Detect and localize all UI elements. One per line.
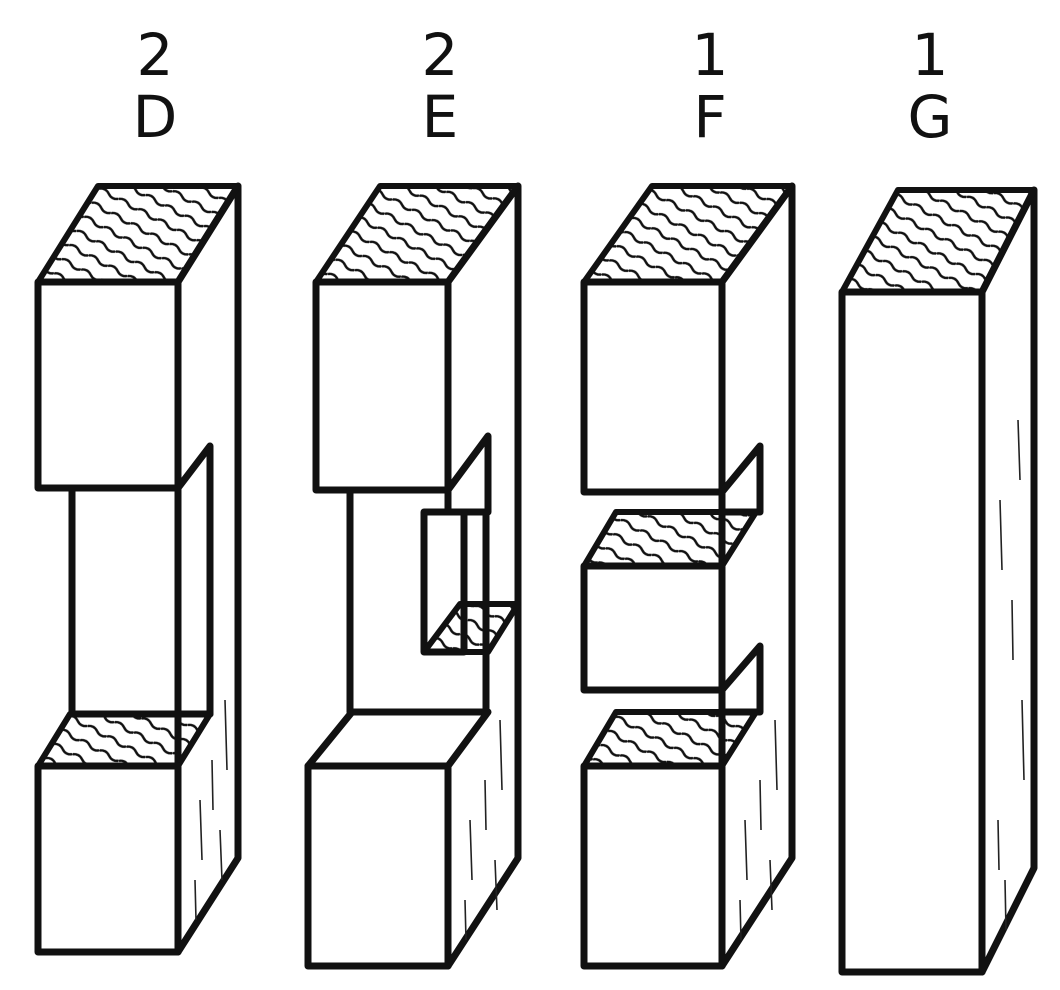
piece-g-block — [838, 186, 1038, 976]
piece-g-count: 1 — [911, 21, 949, 89]
piece-e-letter: E — [421, 83, 459, 151]
piece-e-block — [304, 182, 522, 970]
piece-e-count: 2 — [421, 21, 459, 89]
piece-f-count: 1 — [691, 21, 729, 89]
piece-d-block — [34, 182, 242, 956]
piece-d-count: 2 — [136, 21, 174, 89]
piece-f-block — [580, 182, 796, 970]
piece-d-letter: D — [132, 83, 178, 151]
piece-f-letter: F — [693, 83, 727, 151]
piece-g-letter: G — [907, 83, 953, 151]
